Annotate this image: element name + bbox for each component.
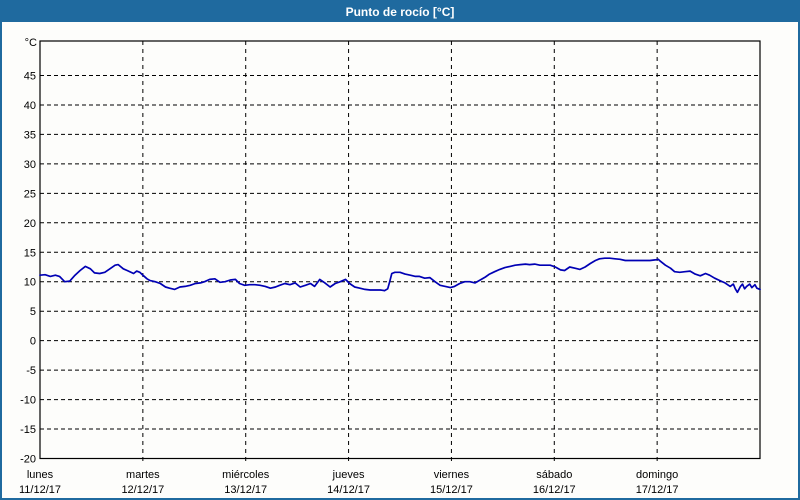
y-tick-label: 45 — [24, 71, 36, 83]
x-day-label: sábado — [536, 469, 572, 481]
x-date-label: 12/12/17 — [121, 484, 164, 496]
y-tick-label: -5 — [26, 365, 36, 377]
y-tick-label: -20 — [20, 454, 36, 466]
y-tick-label: -10 — [20, 395, 36, 407]
x-day-label: domingo — [636, 469, 678, 481]
y-tick-label: -15 — [20, 424, 36, 436]
x-date-label: 14/12/17 — [327, 484, 370, 496]
chart-title: Punto de rocío [°C] — [345, 5, 455, 19]
x-date-label: 11/12/17 — [19, 484, 61, 496]
y-tick-label: 0 — [30, 336, 36, 348]
y-tick-label: 5 — [30, 306, 36, 318]
x-day-label: martes — [126, 469, 160, 481]
y-tick-label: 20 — [24, 218, 36, 230]
y-tick-label: 40 — [24, 100, 36, 112]
dewpoint-series-line — [39, 257, 761, 294]
x-date-label: 17/12/17 — [636, 484, 679, 496]
x-day-label: viernes — [434, 469, 470, 481]
y-tick-label: 25 — [24, 188, 36, 200]
x-day-label: lunes — [27, 469, 54, 481]
y-tick-label: 35 — [24, 129, 36, 141]
x-day-label: miércoles — [222, 469, 270, 481]
y-tick-label: 10 — [24, 277, 36, 289]
x-date-label: 15/12/17 — [430, 484, 473, 496]
y-axis-unit-label: °C — [25, 37, 37, 49]
y-tick-label: 15 — [24, 247, 36, 259]
y-tick-label: 30 — [24, 159, 36, 171]
x-day-label: jueves — [332, 469, 365, 481]
x-date-label: 13/12/17 — [224, 484, 267, 496]
plot-border — [39, 40, 761, 460]
chart-title-bar: Punto de rocío [°C] — [2, 2, 798, 22]
plot-background — [40, 41, 760, 459]
x-date-label: 16/12/17 — [533, 484, 576, 496]
